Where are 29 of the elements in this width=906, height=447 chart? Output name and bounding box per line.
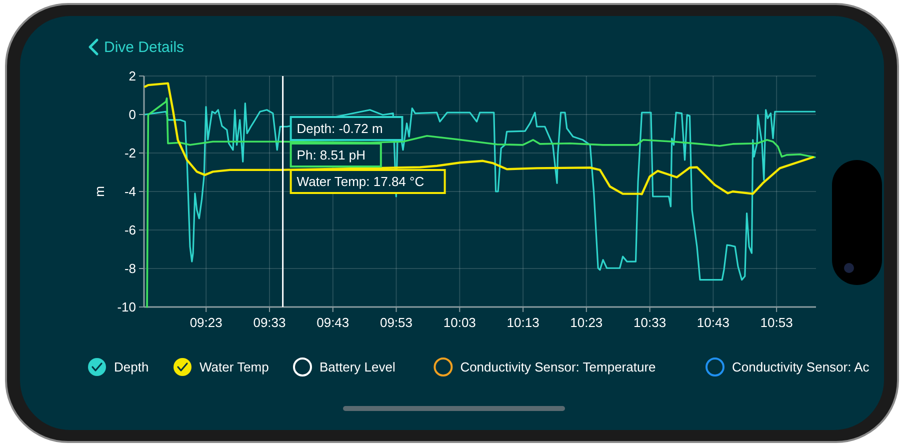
x-tick-label: 10:53 [760, 315, 793, 330]
x-tick-label: 10:43 [696, 315, 730, 330]
x-tick-label: 10:03 [443, 315, 476, 330]
line-series [144, 102, 816, 281]
x-tick-label: 09:43 [316, 315, 350, 330]
y-tick-label: -4 [124, 184, 136, 199]
annotation: Depth: -0.72 m [296, 121, 383, 136]
y-tick-label: -2 [124, 146, 136, 160]
annotation: Ph: 8.51 pH [296, 148, 366, 162]
y-tick-label: 0 [128, 107, 136, 122]
legend-label: Conductivity Sensor: Ac [732, 360, 870, 374]
x-tick-label: 09:33 [253, 315, 286, 330]
x-tick-label: 09:53 [380, 315, 413, 330]
annotation: Water Temp: 17.84 °C [296, 174, 424, 189]
legend-label: Battery Level [320, 360, 396, 374]
x-tick-label: 09:23 [190, 315, 222, 330]
x-tick-label: 10:13 [506, 315, 540, 330]
y-axis-title: m [92, 186, 107, 197]
x-tick-label: 10:33 [634, 315, 666, 330]
y-tick-label: -8 [124, 261, 136, 276]
chart-title: Dive Details [104, 39, 184, 56]
legend-label: Depth [114, 360, 149, 374]
legend-label: Conductivity Sensor: Temperature [460, 360, 656, 374]
legend-label: Water Temp [200, 360, 269, 374]
y-tick-label: -10 [117, 300, 136, 314]
y-tick-label: 2 [128, 68, 136, 84]
x-tick-label: 10:23 [570, 315, 603, 330]
y-tick-label: -6 [124, 222, 136, 238]
line-series [144, 82, 814, 196]
